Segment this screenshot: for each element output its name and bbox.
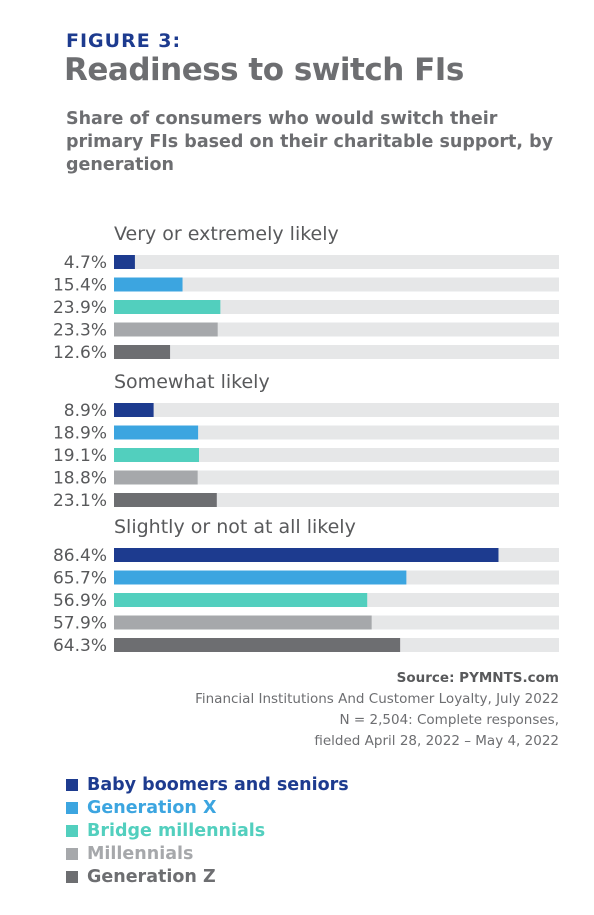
bar <box>114 493 217 507</box>
data-label: 64.3% <box>53 636 107 656</box>
bar-track <box>114 322 559 337</box>
figure-subtitle: Share of consumers who would switch thei… <box>66 109 554 175</box>
bar <box>114 593 368 607</box>
group-title: Slightly or not at all likely <box>114 516 356 538</box>
data-label: 56.9% <box>53 591 107 611</box>
legend-swatch <box>66 847 78 860</box>
data-label: 86.4% <box>53 546 107 566</box>
legend-swatch <box>66 870 78 883</box>
bar <box>114 425 199 440</box>
group-title: Very or extremely likely <box>114 223 339 245</box>
data-label: 57.9% <box>53 614 107 634</box>
bar <box>114 300 221 314</box>
bar-track <box>114 425 559 440</box>
data-label: 18.8% <box>53 469 107 489</box>
data-label: 8.9% <box>64 401 107 421</box>
bar <box>114 255 135 269</box>
bar-track <box>114 403 559 417</box>
legend: Baby boomers and seniors Generation X Brid… <box>66 773 349 888</box>
source-note: Source: PYMNTS.com Financial Institution… <box>195 668 559 752</box>
legend-label: Baby boomers and seniors <box>87 774 349 795</box>
bar <box>114 322 218 337</box>
data-label: 65.7% <box>53 569 107 589</box>
bar <box>114 277 183 292</box>
bar-track <box>114 300 559 314</box>
legend-label: Bridge millennials <box>87 820 266 841</box>
legend-swatch <box>66 801 78 814</box>
legend-label: Generation Z <box>87 866 216 887</box>
bar-track <box>114 493 559 507</box>
bar <box>114 403 154 417</box>
figure-title: Readiness to switch FIs <box>64 52 464 88</box>
figure-label: FIGURE 3: <box>66 30 182 52</box>
legend-item: Bridge millennials <box>66 819 349 842</box>
legend-item: Millennials <box>66 842 349 865</box>
bar-track <box>114 448 559 462</box>
bar-track <box>114 255 559 269</box>
bar <box>114 470 198 485</box>
data-label: 23.1% <box>53 491 107 511</box>
legend-item: Baby boomers and seniors <box>66 773 349 796</box>
legend-swatch <box>66 778 78 791</box>
bar <box>114 548 499 562</box>
bar-track <box>114 345 559 359</box>
source-line-2: N = 2,504: Complete responses, <box>339 712 559 728</box>
legend-label: Millennials <box>87 843 194 864</box>
source-line-1: Financial Institutions And Customer Loya… <box>195 691 559 707</box>
legend-swatch <box>66 824 78 837</box>
bar-track <box>114 277 559 292</box>
bar <box>114 448 199 462</box>
data-label: 15.4% <box>53 276 107 296</box>
legend-label: Generation X <box>87 797 217 818</box>
source-title: Source: PYMNTS.com <box>396 670 559 686</box>
legend-item: Generation Z <box>66 865 349 888</box>
data-label: 23.9% <box>53 298 107 318</box>
source-line-3: fielded April 28, 2022 – May 4, 2022 <box>314 733 559 749</box>
data-label: 18.9% <box>53 424 107 444</box>
group-title: Somewhat likely <box>114 371 270 393</box>
bar <box>114 570 407 585</box>
legend-item: Generation X <box>66 796 349 819</box>
data-label: 19.1% <box>53 446 107 466</box>
data-label: 12.6% <box>53 343 107 363</box>
bar <box>114 638 401 652</box>
bar-track <box>114 470 559 485</box>
data-label: 23.3% <box>53 321 107 341</box>
data-label: 4.7% <box>64 253 107 273</box>
bar <box>114 615 372 630</box>
bar <box>114 345 171 359</box>
